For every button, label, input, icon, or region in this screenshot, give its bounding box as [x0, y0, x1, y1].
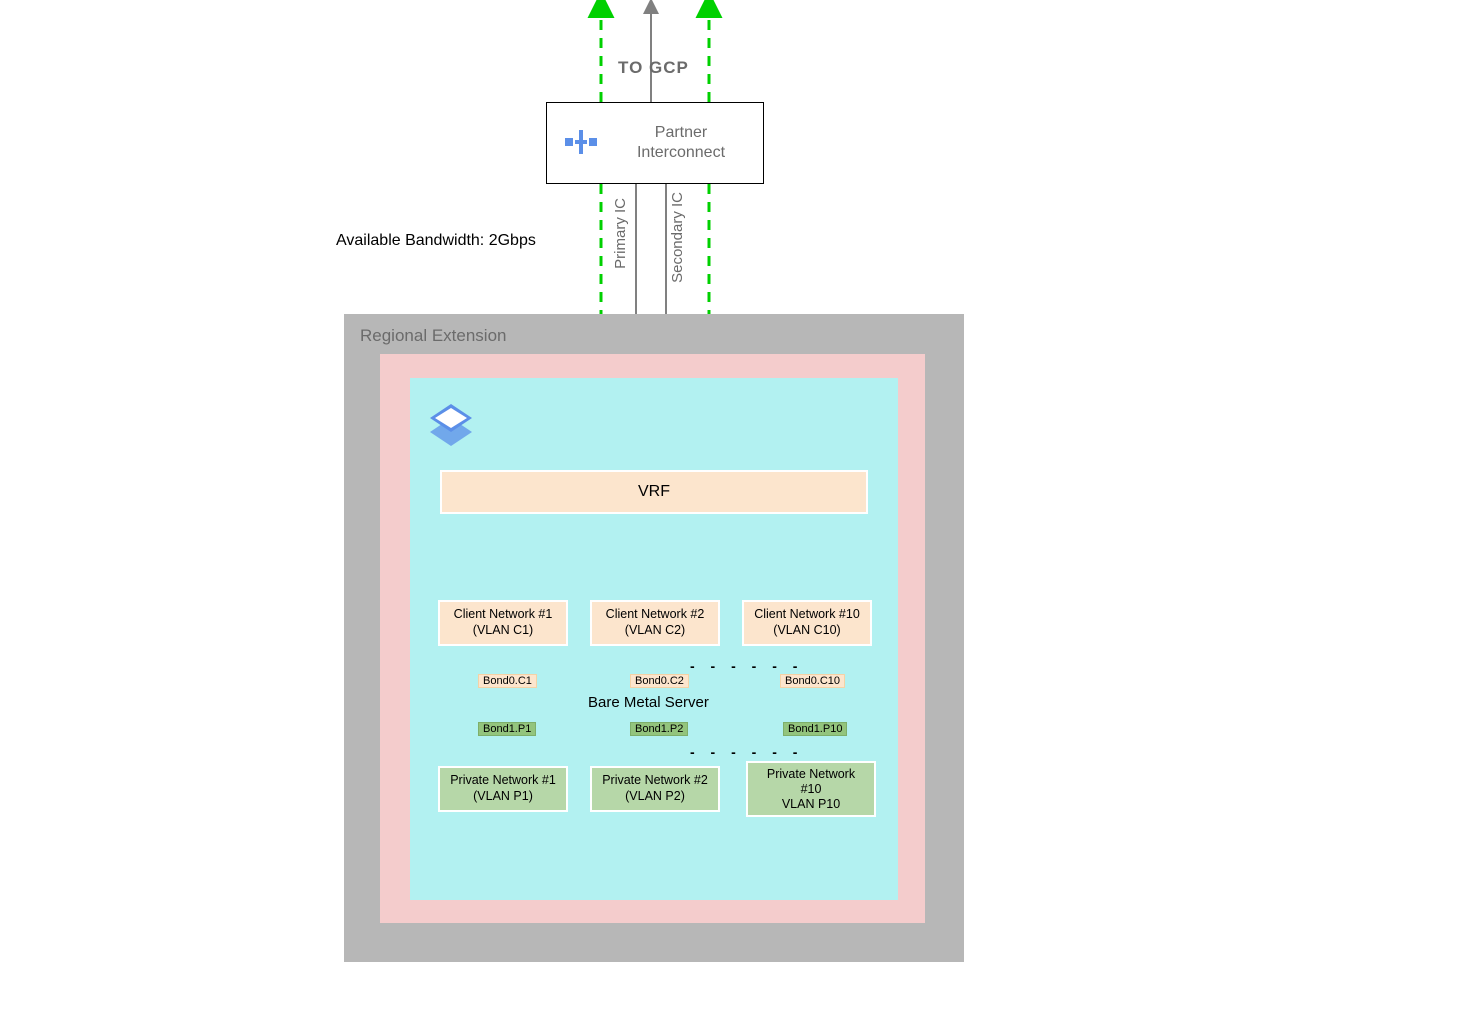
bond-p1: Bond1.P1: [478, 722, 536, 736]
regional-extension-label: Regional Extension: [360, 326, 506, 346]
client-network-1: Client Network #1 (VLAN C1): [438, 600, 568, 646]
to-gcp-label: TO GCP: [618, 58, 689, 78]
bond-p10: Bond1.P10: [783, 722, 847, 736]
bond-c2: Bond0.C2: [630, 674, 689, 688]
client-network-2: Client Network #2 (VLAN C2): [590, 600, 720, 646]
diagram-canvas: TO GCP Partner Interconnect Available Ba…: [0, 0, 1459, 1027]
partner-interconnect-box: Partner Interconnect: [546, 102, 764, 184]
client-network-10: Client Network #10 (VLAN C10): [742, 600, 872, 646]
interconnect-icon: [561, 122, 601, 165]
private-network-10: Private Network #10 VLAN P10: [746, 761, 876, 817]
bond-c1: Bond0.C1: [478, 674, 537, 688]
secondary-ic-label: Secondary IC: [669, 192, 686, 283]
bond-p2: Bond1.P2: [630, 722, 688, 736]
dots-top: - - - - - -: [690, 658, 803, 674]
primary-ic-label: Primary IC: [612, 198, 629, 269]
layers-icon: [424, 398, 478, 457]
private-network-1: Private Network #1 (VLAN P1): [438, 766, 568, 812]
private-network-2: Private Network #2 (VLAN P2): [590, 766, 720, 812]
vrf-box: VRF: [440, 470, 868, 514]
dots-bottom: - - - - - -: [690, 744, 803, 760]
bond-c10: Bond0.C10: [780, 674, 845, 688]
partner-line1: Partner: [655, 124, 707, 141]
bandwidth-label: Available Bandwidth: 2Gbps: [336, 232, 536, 250]
partner-line2: Interconnect: [637, 144, 725, 161]
bare-metal-label: Bare Metal Server: [588, 694, 709, 711]
